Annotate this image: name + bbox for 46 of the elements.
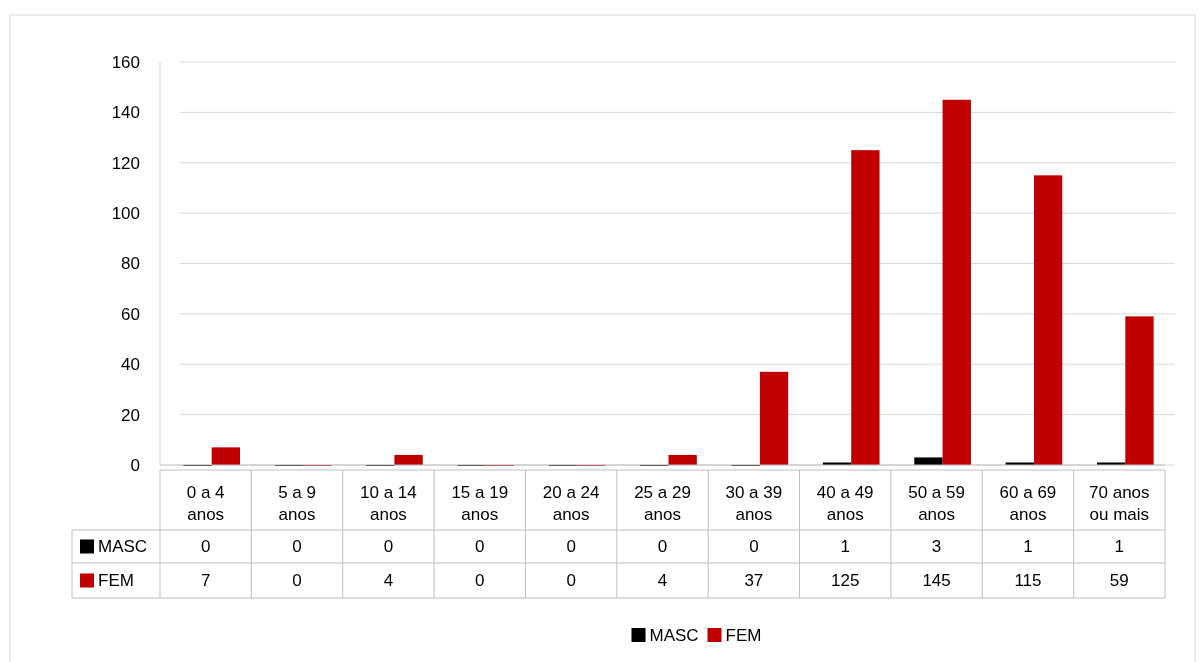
data-label: 0 xyxy=(200,537,211,557)
x-tick-label: 15 a 19 anos xyxy=(451,483,509,524)
x-tick-label: 70 anos ou mais xyxy=(1089,483,1150,524)
x-tick-label: 30 a 39 anos xyxy=(725,483,783,524)
data-label: 7 xyxy=(200,571,211,591)
x-tick-label: 0 a 4 anos xyxy=(186,483,225,524)
data-label: 4 xyxy=(383,571,394,591)
data-label: 0 xyxy=(292,571,302,591)
x-tick-label: 10 a 14 anos xyxy=(360,483,417,524)
y-tick-label: 0 xyxy=(130,455,140,475)
x-tick-label: 5 a 9 anos xyxy=(278,483,316,524)
x-tick-label: 25 a 29 anos xyxy=(634,483,691,524)
text: MASC xyxy=(649,625,699,645)
y-tick-label: 160 xyxy=(111,52,140,72)
data-label: 0 xyxy=(292,537,302,557)
data-label: 4 xyxy=(657,571,668,591)
data-label: 125 xyxy=(831,571,860,591)
data-label: 59 xyxy=(1109,571,1129,591)
y-tick-label: 140 xyxy=(111,103,140,123)
data-label: 37 xyxy=(744,571,764,591)
y-tick-label: 120 xyxy=(111,153,140,173)
data-label: 1 xyxy=(1023,537,1033,557)
data-label: 0 xyxy=(383,537,394,557)
y-tick-label: 20 xyxy=(121,405,140,425)
x-tick-label: 20 a 24 anos xyxy=(542,483,600,524)
legend-label: FEM xyxy=(98,571,134,591)
x-tick-label: 60 a 69 anos xyxy=(999,483,1057,524)
y-tick-label: 80 xyxy=(121,254,140,274)
data-label: 0 xyxy=(566,537,576,557)
x-tick-label: 50 a 59 anos xyxy=(908,483,965,524)
data-label: 0 xyxy=(657,537,668,557)
data-label: 3 xyxy=(931,537,942,557)
data-label: 0 xyxy=(749,537,759,557)
data-label: 1 xyxy=(840,537,850,557)
legend-label: MASC xyxy=(98,537,148,557)
data-label: 145 xyxy=(922,571,951,591)
y-tick-label: 40 xyxy=(121,355,140,375)
y-tick-label: 60 xyxy=(121,304,140,324)
data-label: 0 xyxy=(566,571,576,591)
data-label: 115 xyxy=(1014,571,1042,591)
data-label: 0 xyxy=(475,571,485,591)
data-label: 0 xyxy=(475,537,485,557)
y-tick-label: 100 xyxy=(111,204,140,224)
data-label: 1 xyxy=(1114,537,1125,557)
x-tick-label: 40 a 49 anos xyxy=(816,483,874,524)
text: FEM xyxy=(725,625,762,645)
